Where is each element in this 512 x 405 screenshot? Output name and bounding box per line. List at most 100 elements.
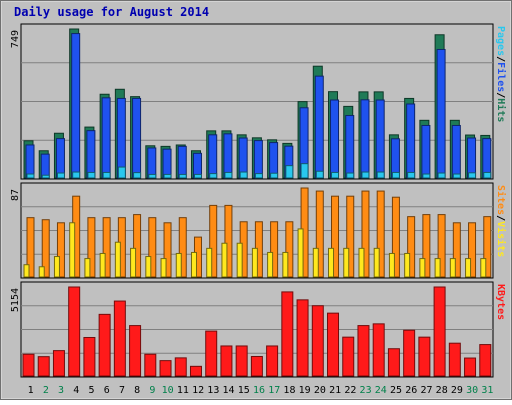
bar-sites-day-31 (480, 258, 487, 278)
bar-visits-day-29 (452, 222, 461, 278)
series-legend: Sites/Visits (495, 185, 507, 257)
bar-visits-day-27 (422, 214, 431, 278)
bar-kbytes-day-2 (37, 356, 50, 377)
bar-visits-day-3 (56, 222, 65, 278)
bar-kbytes-day-29 (448, 342, 461, 377)
bar-files-day-21 (330, 99, 340, 179)
panel-hits-files-pages: 749 Pages/Files/Hits (10, 23, 507, 180)
bar-visits-day-23 (361, 190, 370, 278)
bar-kbytes-day-22 (342, 336, 355, 377)
bar-sites-day-25 (388, 252, 395, 278)
bar-kbytes-day-16 (250, 355, 263, 377)
bar-sites-day-27 (419, 258, 426, 278)
bar-kbytes-day-27 (418, 336, 431, 377)
bar-sites-day-14 (221, 242, 228, 278)
bar-sites-day-4 (69, 222, 76, 278)
bar-files-day-30 (467, 137, 477, 179)
bar-kbytes-day-23 (357, 325, 370, 377)
bar-visits-day-24 (376, 190, 385, 278)
bar-visits-day-17 (270, 221, 279, 278)
x-tick-label-day-13: 13 (207, 385, 219, 396)
bar-visits-day-10 (163, 222, 172, 278)
bar-kbytes-day-15 (235, 345, 248, 377)
bar-sites-day-23 (358, 247, 365, 278)
x-tick-label-day-7: 7 (119, 385, 125, 396)
bar-sites-day-5 (84, 258, 91, 278)
bar-pages-day-9 (148, 173, 157, 179)
bar-pages-day-15 (239, 171, 248, 179)
bar-files-day-17 (269, 142, 279, 179)
bar-sites-day-13 (206, 247, 213, 278)
bar-files-day-4 (71, 33, 81, 179)
bar-sites-day-29 (449, 258, 456, 278)
bar-sites-day-20 (312, 247, 319, 278)
bar-sites-day-26 (404, 252, 411, 278)
x-tick-label-day-10: 10 (162, 385, 174, 396)
x-tick-label-day-1: 1 (28, 385, 34, 396)
x-tick-label-day-2: 2 (43, 385, 49, 396)
bar-kbytes-day-26 (403, 329, 416, 377)
x-tick-label-day-31: 31 (481, 385, 493, 396)
bar-files-day-13 (208, 134, 218, 179)
bar-kbytes-day-7 (113, 300, 126, 377)
bar-sites-day-15 (236, 242, 243, 278)
x-tick-label-day-5: 5 (89, 385, 95, 396)
bar-pages-day-1 (26, 173, 35, 179)
bar-sites-day-7 (114, 241, 121, 278)
bar-files-day-2 (40, 153, 50, 179)
bar-kbytes-day-5 (83, 336, 96, 377)
x-tick-label-day-11: 11 (177, 385, 189, 396)
x-tick-label-day-26: 26 (405, 385, 417, 396)
x-axis-labels: 1 2 3 4 5 6 7 8 9 10 11 12 13 14 15 16 17 18 19 20 21 22 23 24 2… (28, 385, 494, 396)
bar-files-day-27 (421, 124, 431, 179)
x-tick-label-day-29: 29 (451, 385, 463, 396)
bar-kbytes-day-20 (311, 305, 324, 377)
bar-kbytes-day-1 (22, 353, 35, 377)
bar-sites-day-9 (145, 256, 152, 278)
bar-kbytes-day-21 (327, 312, 340, 377)
bar-files-day-23 (360, 99, 370, 179)
bar-sites-day-28 (434, 258, 441, 278)
bar-kbytes-day-12 (189, 365, 202, 377)
bar-pages-day-23 (361, 171, 370, 179)
bar-sites-day-24 (373, 247, 380, 278)
bar-kbytes-day-17 (266, 345, 279, 377)
bar-visits-day-18 (285, 221, 294, 278)
x-tick-label-day-20: 20 (314, 385, 326, 396)
bar-sites-day-6 (99, 252, 106, 278)
bar-files-day-10 (162, 148, 172, 179)
bar-pages-day-24 (376, 171, 385, 179)
bar-files-day-16 (253, 140, 263, 179)
panel-visits-sites: 87 Sites/Visits (10, 182, 507, 279)
bar-pages-day-16 (254, 173, 263, 179)
x-tick-label-day-8: 8 (134, 385, 140, 396)
bar-kbytes-day-8 (129, 325, 142, 377)
bar-sites-day-16 (251, 247, 258, 278)
bar-visits-day-9 (148, 217, 157, 278)
bar-pages-day-10 (163, 173, 172, 179)
bar-visits-day-28 (437, 214, 446, 278)
x-tick-label-day-30: 30 (466, 385, 478, 396)
bar-sites-day-10 (160, 258, 167, 278)
x-tick-label-day-23: 23 (360, 385, 372, 396)
bar-pages-day-25 (391, 171, 400, 179)
x-tick-label-day-18: 18 (283, 385, 295, 396)
bar-kbytes-day-6 (98, 313, 111, 377)
bar-sites-day-22 (343, 247, 350, 278)
x-tick-label-day-3: 3 (58, 385, 64, 396)
bar-kbytes-day-25 (387, 348, 400, 377)
bar-pages-day-26 (407, 171, 416, 179)
series-legend: Pages/Files/Hits (495, 26, 507, 122)
bar-visits-day-6 (102, 217, 111, 278)
bar-sites-day-30 (465, 258, 472, 278)
bar-visits-day-30 (468, 222, 477, 278)
bar-files-day-26 (406, 103, 416, 179)
bar-sites-day-8 (130, 247, 137, 278)
x-tick-label-day-24: 24 (375, 385, 387, 396)
bar-pages-day-28 (437, 172, 446, 179)
bar-pages-day-7 (117, 166, 126, 179)
bar-pages-day-8 (133, 172, 142, 179)
